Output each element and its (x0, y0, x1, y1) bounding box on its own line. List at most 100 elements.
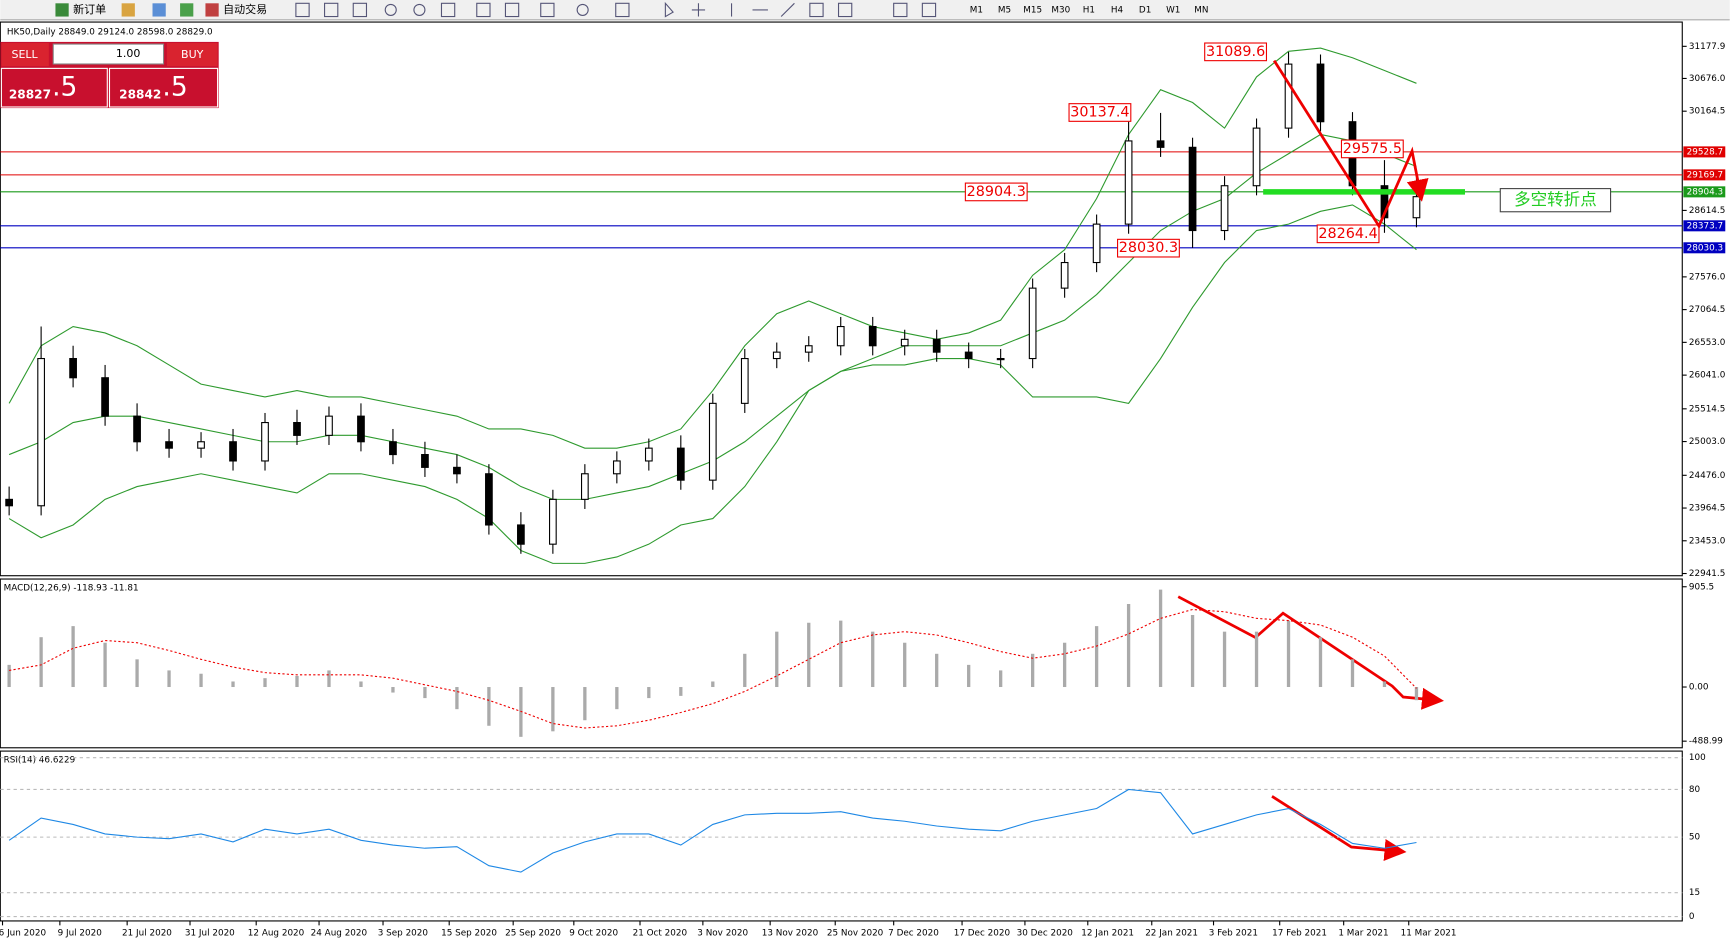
auto-trading-button[interactable]: 自动交易 (223, 2, 267, 16)
candle-body (517, 524, 525, 545)
tool-icon[interactable] (352, 2, 368, 18)
note-box (1499, 188, 1612, 213)
tool-icon[interactable] (837, 2, 853, 18)
candle-body (325, 415, 333, 436)
ask-box[interactable] (108, 67, 219, 108)
candle-body (1220, 185, 1229, 232)
timeframe-button[interactable]: D1 (1139, 5, 1151, 15)
price-annotation: 31089.6 (1206, 44, 1265, 60)
date-label: 1 Mar 2021 (1338, 929, 1388, 939)
rsi-tick-label: 0 (1689, 912, 1695, 922)
bid-main: 28827 (9, 87, 51, 101)
tool-icon[interactable] (576, 3, 589, 16)
toolbar-icon[interactable] (180, 3, 194, 17)
toolbar-icon[interactable] (121, 3, 135, 17)
candle-body (1380, 185, 1389, 219)
lots-input[interactable] (52, 43, 165, 65)
tool-icon[interactable] (893, 2, 908, 18)
level-tag-label: 28030.3 (1687, 243, 1723, 253)
candle-body (69, 357, 77, 379)
price-annotation-box (964, 182, 1028, 202)
level-tag (1683, 220, 1726, 232)
auto-trading-icon[interactable] (205, 3, 219, 17)
price-tick-label: 22941.5 (1689, 569, 1725, 579)
tool-icon[interactable] (540, 2, 555, 18)
price-tick-label: 30676.0 (1689, 74, 1726, 84)
tool-icon[interactable] (476, 2, 491, 18)
timeframe-button[interactable]: M5 (998, 5, 1011, 15)
date-label: 7 Dec 2020 (888, 929, 939, 939)
candle-body (676, 447, 685, 481)
candle-body (1252, 127, 1261, 187)
tool-icon[interactable] (615, 2, 630, 18)
cursor-tool[interactable] (664, 1, 674, 18)
buy-button[interactable] (166, 43, 218, 67)
new-order-button[interactable]: 新订单 (73, 2, 106, 16)
price-tick-label: 25514.5 (1689, 404, 1725, 414)
new-order-icon[interactable] (55, 3, 69, 17)
level-tag (1683, 242, 1726, 254)
buy-label[interactable]: BUY (181, 48, 204, 61)
rsi-title: RSI(14) 46.6229 (4, 755, 76, 765)
candle-body (229, 441, 237, 462)
tool-icon[interactable] (921, 2, 937, 18)
candle-body (165, 441, 173, 449)
date-label: 12 Aug 2020 (248, 929, 305, 939)
tool-icon[interactable] (324, 2, 339, 18)
timeframe-button[interactable]: W1 (1166, 5, 1180, 15)
date-label: 30 Dec 2020 (1017, 929, 1074, 939)
rsi-tick-label: 15 (1689, 888, 1700, 898)
candle-body (197, 441, 205, 449)
timeframe-button[interactable]: MN (1194, 5, 1208, 15)
timeframe-button[interactable]: M1 (970, 5, 983, 15)
toolbar-icon[interactable] (152, 3, 166, 17)
toolbar (0, 0, 1730, 20)
macd-pane (0, 578, 1683, 749)
timeframe-button[interactable]: M15 (1023, 5, 1042, 15)
zoom-in[interactable] (384, 3, 397, 16)
price-annotation: 28030.3 (1119, 240, 1178, 256)
level-tag (1683, 186, 1726, 198)
trendline-tool[interactable] (780, 2, 795, 17)
macd-tick-label: 905.5 (1689, 582, 1714, 592)
date-label: 3 Feb 2021 (1209, 929, 1258, 939)
timeframe-button[interactable]: H4 (1111, 5, 1124, 15)
timeframe-button[interactable]: M30 (1051, 5, 1070, 15)
sell-button[interactable] (1, 43, 49, 67)
ask-main: 28842 (119, 87, 161, 101)
candle-body (485, 473, 493, 526)
candle-body (836, 325, 845, 347)
level-tag-label: 28373.7 (1687, 221, 1723, 231)
candle-body (133, 415, 141, 443)
date-label: 13 Nov 2020 (762, 929, 819, 939)
sell-label[interactable]: SELL (11, 48, 38, 61)
candle-body (357, 415, 365, 443)
crosshair-tool[interactable] (691, 3, 706, 17)
date-label: 25 Sep 2020 (505, 929, 561, 939)
tool-icon[interactable] (440, 2, 456, 18)
tool-icon[interactable] (809, 2, 824, 18)
rsi-pane (0, 750, 1683, 922)
date-label: 24 Aug 2020 (311, 929, 368, 939)
candle-body (1188, 146, 1197, 232)
tool-icon[interactable] (295, 2, 310, 18)
date-label: 6 Jun 2020 (0, 929, 46, 939)
timeframe-button[interactable]: H1 (1083, 5, 1095, 15)
tool-icon[interactable] (504, 2, 520, 18)
price-tick-label: 30164.5 (1689, 107, 1725, 117)
candle-body (37, 357, 45, 507)
bid-box[interactable] (0, 67, 108, 108)
lots-value[interactable]: 1.00 (116, 47, 141, 60)
price-annotation: 29575.5 (1343, 141, 1402, 157)
price-annotation-box (1316, 224, 1380, 244)
candle-body (932, 338, 941, 353)
price-annotation: 28264.4 (1318, 226, 1377, 242)
candle-body (1060, 261, 1069, 289)
candle-body (389, 441, 397, 456)
price-tick-label: 27576.0 (1689, 272, 1726, 282)
zoom-out[interactable] (413, 3, 426, 16)
price-tick-label: 25003.0 (1689, 437, 1726, 447)
candle-body (1092, 223, 1101, 264)
rsi-line (8, 788, 1417, 873)
